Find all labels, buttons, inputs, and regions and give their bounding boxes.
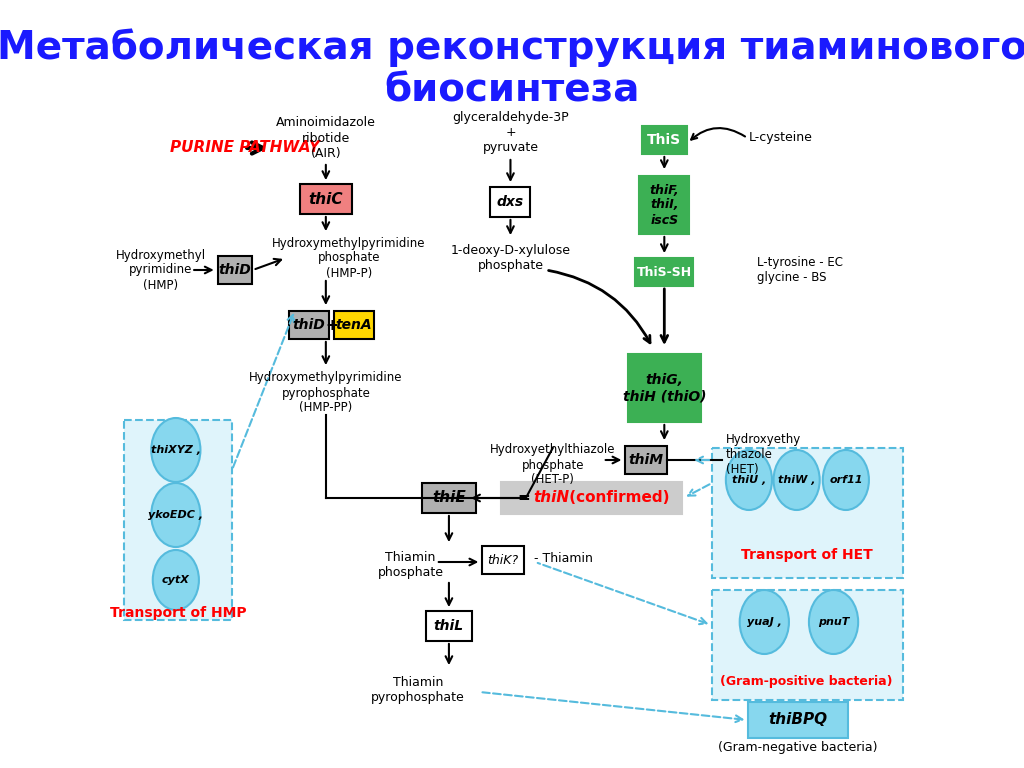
Text: thiE: thiE [432, 491, 466, 505]
Text: (Gram-positive bacteria): (Gram-positive bacteria) [720, 676, 893, 688]
Bar [639, 176, 689, 234]
Text: thiU ,: thiU , [732, 475, 766, 485]
Circle shape [739, 590, 788, 654]
Bar [218, 256, 252, 284]
Text: pnuT: pnuT [818, 617, 849, 627]
Bar [289, 311, 329, 339]
Circle shape [152, 483, 201, 547]
Text: thiD: thiD [293, 318, 326, 332]
Bar [334, 311, 374, 339]
Text: =: = [518, 491, 537, 505]
Text: orf11: orf11 [829, 475, 862, 485]
Bar [124, 420, 232, 620]
Text: tenA: tenA [335, 318, 372, 332]
Text: thiL: thiL [434, 619, 464, 633]
Bar [749, 702, 848, 738]
Text: Hydroxymethyl
pyrimidine
(HMP): Hydroxymethyl pyrimidine (HMP) [116, 249, 206, 292]
Text: thiF,
thiI,
iscS: thiF, thiI, iscS [649, 184, 679, 227]
Text: thiG,
thiH (thiO): thiG, thiH (thiO) [623, 373, 707, 403]
Text: dxs: dxs [497, 195, 524, 209]
Bar [300, 184, 352, 214]
Text: Transport of HET: Transport of HET [740, 548, 872, 562]
Text: thiM: thiM [629, 453, 664, 467]
Bar [422, 483, 476, 513]
Bar [501, 482, 682, 514]
Text: биосинтеза: биосинтеза [384, 71, 640, 109]
Bar [625, 446, 667, 474]
Text: Transport of HMP: Transport of HMP [110, 606, 247, 620]
Text: thiXYZ ,: thiXYZ , [151, 445, 201, 455]
Circle shape [153, 550, 199, 610]
Text: glyceraldehyde-3P
+
pyruvate: glyceraldehyde-3P + pyruvate [453, 111, 568, 154]
Circle shape [152, 418, 201, 482]
Bar [712, 590, 903, 700]
Text: cytX: cytX [162, 575, 189, 585]
Text: thiN: thiN [534, 491, 569, 505]
Text: +: + [326, 317, 338, 333]
Text: Hydroxymethylpyrimidine
pyrophosphate
(HMP-PP): Hydroxymethylpyrimidine pyrophosphate (H… [249, 372, 402, 415]
Text: Hydroxymethylpyrimidine
phosphate
(HMP-P): Hydroxymethylpyrimidine phosphate (HMP-P… [272, 237, 426, 280]
Bar [628, 354, 700, 422]
Text: - Thiamin: - Thiamin [534, 551, 593, 564]
Text: Hydroxyethy
thiazole
(HET): Hydroxyethy thiazole (HET) [726, 433, 801, 476]
Bar [636, 258, 693, 286]
Text: (Gram-negative bacteria): (Gram-negative bacteria) [719, 741, 878, 754]
Text: thiC: thiC [308, 191, 343, 207]
Text: Thiamin
pyrophosphate: Thiamin pyrophosphate [372, 676, 465, 704]
Bar [490, 187, 530, 217]
Text: Aminoimidazole
ribotide
(AIR): Aminoimidazole ribotide (AIR) [275, 117, 376, 160]
Text: L-tyrosine - EC
glycine - BS: L-tyrosine - EC glycine - BS [757, 256, 843, 284]
Text: thiD: thiD [219, 263, 252, 277]
Bar [712, 448, 903, 578]
Bar [642, 126, 687, 154]
Text: 1-deoxy-D-xylulose
phosphate: 1-deoxy-D-xylulose phosphate [451, 244, 570, 272]
Text: thiBPQ: thiBPQ [769, 713, 827, 727]
Text: Hydroxyethylthiazole
phosphate
(HET-P): Hydroxyethylthiazole phosphate (HET-P) [490, 443, 615, 486]
Text: thiW ,: thiW , [778, 475, 815, 485]
Text: ykoEDC ,: ykoEDC , [148, 510, 204, 520]
Text: Thiamin
phosphate: Thiamin phosphate [378, 551, 443, 579]
Text: PURINE PATHWAY: PURINE PATHWAY [170, 141, 321, 155]
Bar [426, 611, 472, 641]
Circle shape [809, 590, 858, 654]
Text: ThiS: ThiS [647, 133, 681, 147]
Text: ThiS-SH: ThiS-SH [637, 266, 692, 279]
Circle shape [773, 450, 819, 510]
Text: L-cysteine: L-cysteine [749, 131, 813, 144]
Text: thiK?: thiK? [487, 554, 518, 567]
Circle shape [726, 450, 772, 510]
Text: Метаболическая реконструкция тиаминового: Метаболическая реконструкция тиаминового [0, 28, 1024, 68]
Bar [481, 546, 524, 574]
Text: (confirmed): (confirmed) [564, 491, 670, 505]
Text: yuaJ ,: yuaJ , [746, 617, 781, 627]
Circle shape [822, 450, 869, 510]
